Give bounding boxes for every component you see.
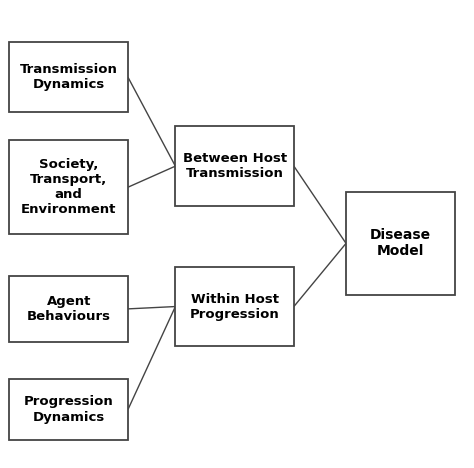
FancyBboxPatch shape (9, 42, 128, 112)
Text: Transmission
Dynamics: Transmission Dynamics (20, 63, 118, 91)
FancyBboxPatch shape (175, 267, 294, 346)
Text: Agent
Behaviours: Agent Behaviours (27, 295, 111, 323)
Text: Society,
Transport,
and
Environment: Society, Transport, and Environment (21, 158, 117, 216)
FancyBboxPatch shape (9, 140, 128, 234)
Text: Within Host
Progression: Within Host Progression (190, 292, 280, 321)
FancyBboxPatch shape (175, 126, 294, 206)
FancyBboxPatch shape (346, 192, 455, 295)
FancyBboxPatch shape (9, 276, 128, 342)
Text: Progression
Dynamics: Progression Dynamics (24, 395, 114, 424)
Text: Between Host
Transmission: Between Host Transmission (182, 152, 287, 180)
Text: Disease
Model: Disease Model (370, 228, 431, 258)
FancyBboxPatch shape (9, 379, 128, 440)
